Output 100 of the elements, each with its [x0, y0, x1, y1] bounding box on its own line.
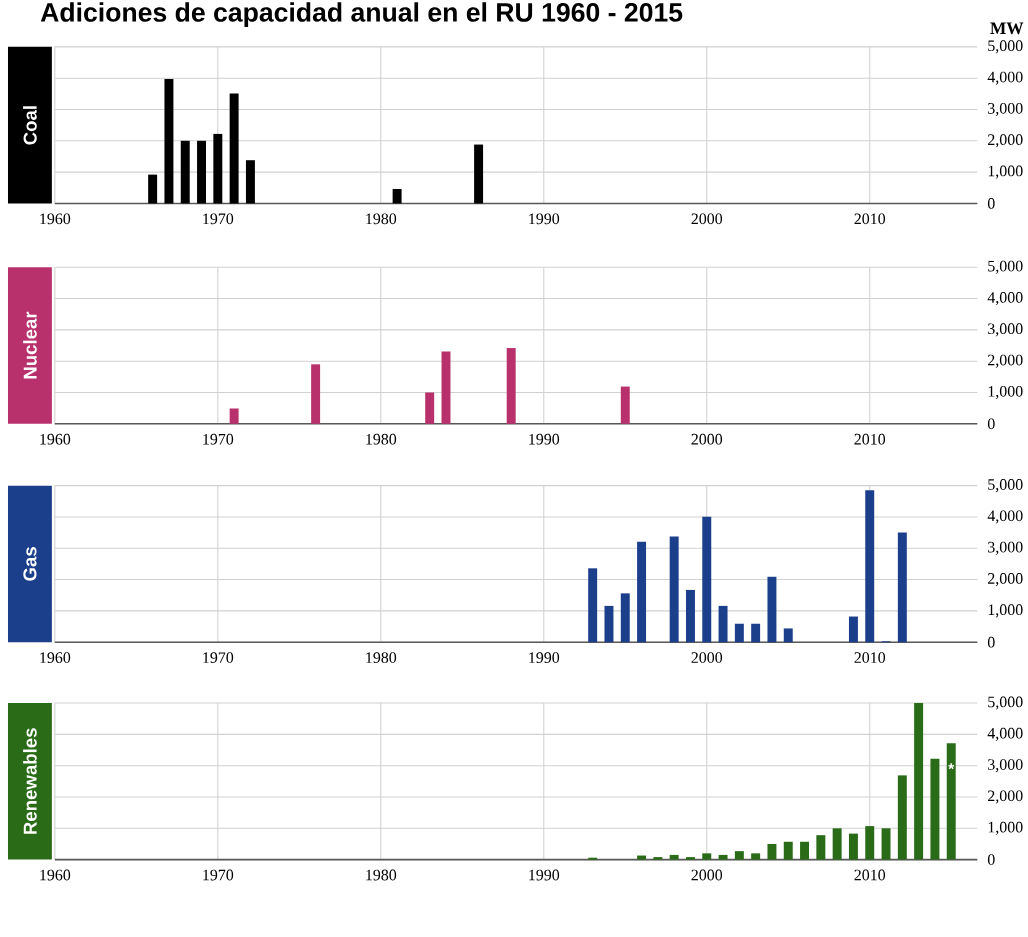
y-tick-label: 4,000: [987, 71, 1023, 85]
annotation: *: [948, 763, 955, 770]
bar: [474, 144, 484, 204]
bar: [620, 386, 630, 424]
y-tick-label: 2,000: [988, 572, 1023, 586]
x-tick-label: 2010: [854, 433, 886, 445]
bar: [897, 775, 907, 860]
y-tick-label: 3,000: [988, 758, 1023, 773]
x-tick-label: 1990: [529, 433, 560, 445]
bar: [685, 856, 695, 860]
bar: [848, 616, 858, 643]
bar: [637, 855, 647, 860]
y-tick-label: 5,000: [988, 40, 1023, 54]
y-tick-label: 0: [987, 197, 995, 209]
text: MW: [990, 22, 1024, 35]
bar: [604, 605, 614, 643]
bar: [767, 843, 777, 860]
bar: [148, 174, 158, 204]
bar: [441, 351, 451, 424]
x-tick-label: 1960: [40, 652, 71, 663]
y-tick-label: 1,000: [988, 165, 1023, 179]
bar: [669, 536, 679, 643]
bar: [620, 593, 630, 643]
bar: [245, 160, 255, 204]
x-tick-label: 1960: [40, 433, 71, 445]
bar: [588, 568, 598, 643]
bar: [767, 576, 777, 643]
bar: [751, 623, 761, 643]
bar: [832, 828, 842, 860]
y-tick-label: 3,000: [988, 323, 1023, 337]
bar: [392, 188, 402, 204]
bar: [702, 516, 712, 643]
x-tick-label: 2000: [691, 433, 723, 445]
y-tick-label: 2,000: [988, 354, 1023, 368]
bar: [751, 853, 761, 860]
bar: [897, 532, 907, 643]
y-tick-label: 1,000: [988, 604, 1023, 618]
bar: [229, 408, 239, 424]
bar: [425, 392, 435, 424]
bar: [881, 828, 891, 860]
bar: [865, 490, 875, 643]
y-tick-label: 3,000: [988, 102, 1023, 116]
x-tick-label: 1970: [203, 213, 234, 225]
x-tick-label: 1980: [366, 213, 397, 225]
bar: [848, 833, 858, 860]
x-tick-label: 1990: [529, 213, 560, 225]
y-tick-label: 0: [987, 854, 995, 865]
y-tick-label: 2,000: [988, 790, 1023, 804]
y-tick-label: 5,000: [988, 478, 1023, 492]
bar: [685, 589, 695, 643]
bar: [800, 841, 810, 860]
bar: [718, 854, 728, 860]
bar: [197, 140, 207, 204]
bar: [816, 835, 826, 860]
x-tick-label: 1990: [529, 869, 560, 881]
bar: [311, 364, 321, 424]
x-tick-label: 2010: [854, 869, 886, 881]
y-axis-title: Gas: [23, 546, 37, 581]
x-tick-label: 1980: [366, 433, 397, 445]
y-tick-label: 0: [987, 636, 995, 648]
y-tick-label: 1,000: [988, 385, 1023, 399]
y-tick-label: 5,000: [988, 260, 1023, 274]
bar: [164, 78, 174, 204]
bar: [865, 825, 875, 860]
x-tick-label: 1970: [203, 433, 234, 445]
y-tick-label: 2,000: [988, 134, 1023, 148]
x-tick-label: 1960: [40, 213, 71, 225]
y-tick-label: 3,000: [988, 541, 1023, 555]
x-tick-label: 1960: [40, 869, 71, 881]
y-tick-label: 4,000: [987, 727, 1023, 741]
x-tick-label: 2000: [691, 213, 723, 225]
bar: [783, 628, 793, 643]
x-tick-label: 2000: [691, 652, 723, 663]
y-tick-label: 4,000: [987, 510, 1023, 524]
bar: [653, 856, 663, 860]
bar: [734, 850, 744, 860]
y-axis-title: Nuclear: [23, 311, 37, 379]
x-tick-label: 1970: [203, 869, 234, 881]
y-axis-title: Coal: [23, 106, 37, 145]
y-tick-label: 5,000: [988, 696, 1023, 710]
x-tick-label: 2010: [854, 652, 886, 663]
bar: [783, 841, 793, 860]
bar: [637, 541, 647, 643]
bar: [669, 854, 679, 860]
x-tick-label: 1980: [366, 652, 397, 663]
bar: [914, 702, 924, 860]
bar: [180, 140, 190, 204]
x-tick-label: 2010: [854, 213, 886, 225]
bar: [718, 605, 728, 643]
bar: [734, 623, 744, 643]
y-tick-label: 0: [987, 418, 995, 429]
chart-title: Adiciones de capacidad anual en el RU 1960 - 2015: [40, 2, 683, 27]
y-tick-label: 4,000: [987, 291, 1023, 305]
bar: [229, 93, 239, 204]
bar: [930, 758, 940, 860]
x-tick-label: 1990: [529, 652, 560, 663]
y-tick-label: 1,000: [988, 821, 1023, 835]
x-tick-label: 1970: [203, 652, 234, 663]
x-tick-label: 1980: [366, 869, 397, 881]
x-tick-label: 2000: [691, 869, 723, 881]
